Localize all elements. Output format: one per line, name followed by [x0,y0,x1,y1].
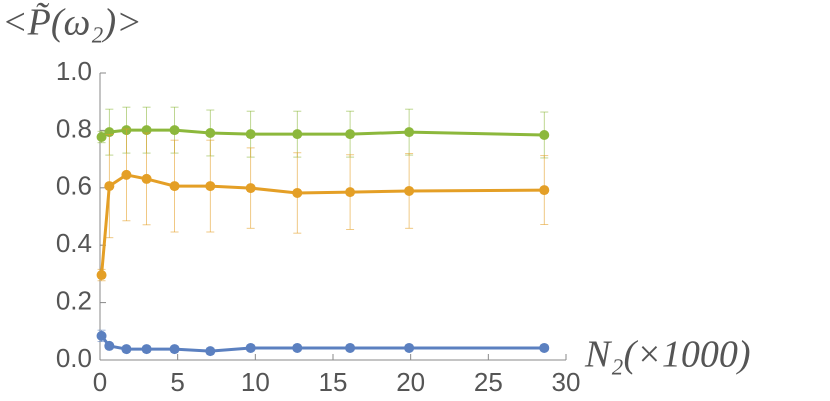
x-axis-label: N₂(×1000) [584,334,751,376]
data-point [169,181,180,192]
data-point [205,127,216,138]
series-line [100,173,545,276]
data-point [96,330,107,341]
data-point [292,342,303,353]
data-point [404,127,415,138]
data-point [404,185,415,196]
y-tick-label: 0.0 [56,343,92,373]
data-point [345,187,356,198]
data-point [169,344,180,355]
data-point [292,129,303,140]
data-point [169,125,180,136]
y-tick-label: 0.2 [56,285,92,315]
x-tick-label: 5 [170,367,184,397]
y-axis-label: <P̃(ω₂)> [2,2,142,44]
series-line [100,128,545,139]
x-tick-label: 10 [241,367,270,397]
data-point [345,129,356,140]
data-point [245,342,256,353]
x-tick-label: 30 [552,367,581,397]
y-tick-label: 1.0 [56,56,92,86]
data-point [245,129,256,140]
x-tick-label: 0 [93,367,107,397]
y-tick-label: 0.4 [56,228,92,258]
x-tick-label: 20 [396,367,425,397]
data-point [96,270,107,281]
data-point [292,187,303,198]
data-point [404,342,415,353]
y-tick-label: 0.8 [56,113,92,143]
data-point [539,342,550,353]
data-point [141,173,152,184]
data-point [205,346,216,357]
series-line [100,334,545,353]
data-point [121,169,132,180]
data-point [539,129,550,140]
data-point [104,340,115,351]
data-point [141,344,152,355]
data-point [345,342,356,353]
data-point [96,132,107,143]
data-point [205,181,216,192]
data-point [121,344,132,355]
data-point [539,185,550,196]
data-point [104,181,115,192]
x-tick-label: 15 [319,367,348,397]
y-tick-label: 0.6 [56,171,92,201]
x-tick-label: 25 [474,367,503,397]
data-point [245,183,256,194]
